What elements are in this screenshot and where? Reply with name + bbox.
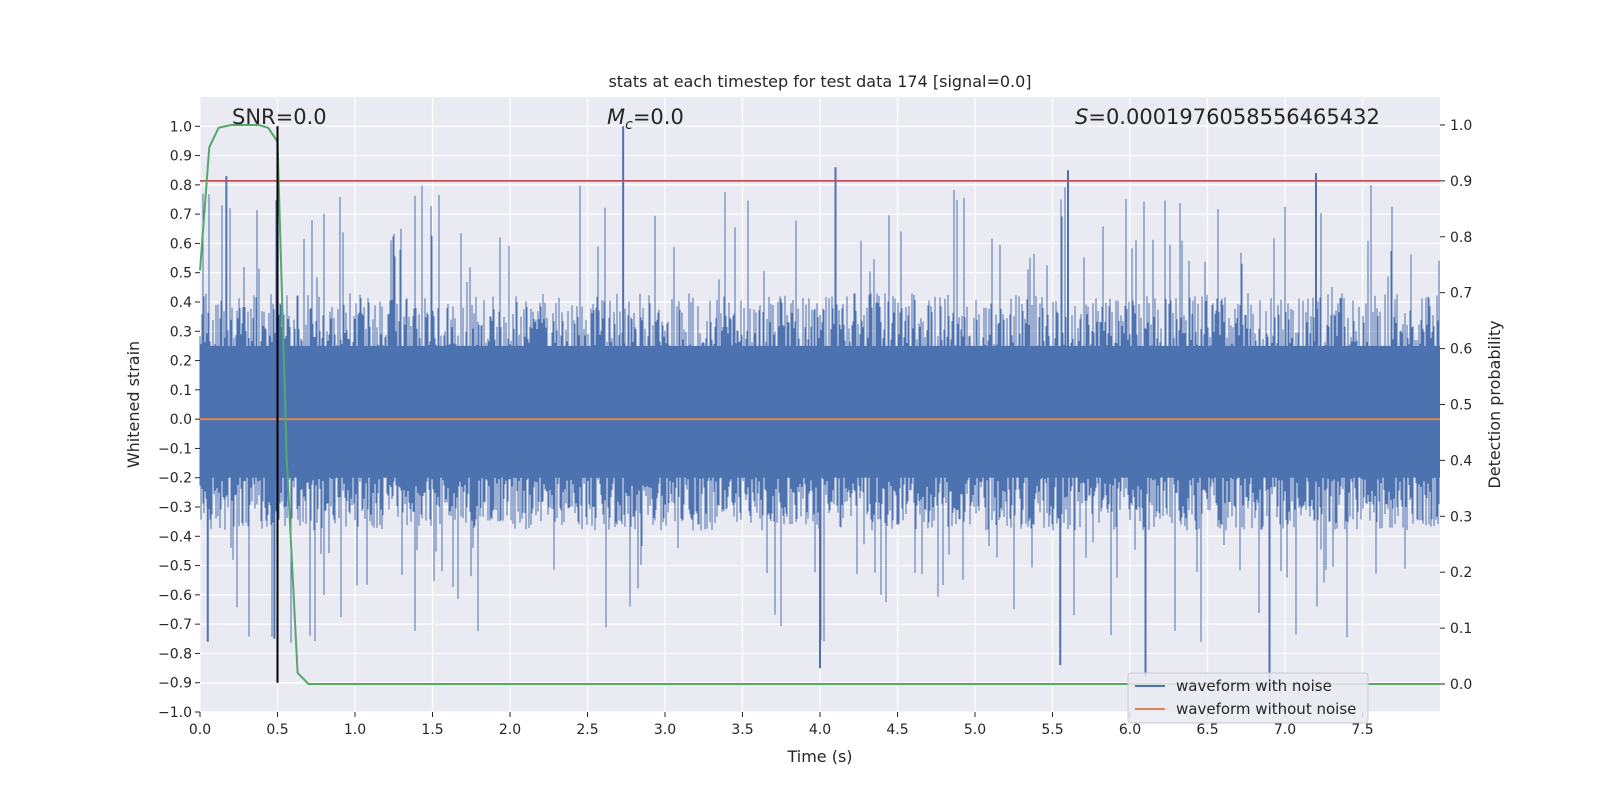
- y-tick-label: −0.8: [158, 646, 192, 662]
- y-tick-label: −0.3: [158, 500, 192, 516]
- mc-value: =0.0: [633, 105, 684, 129]
- x-tick-label: 5.5: [1041, 722, 1063, 738]
- y-right-axis-title: Detection probability: [1485, 320, 1504, 488]
- y-tick-label: 0.3: [170, 324, 192, 340]
- y-right-tick-label: 0.3: [1450, 509, 1472, 525]
- y-right-tick-label: 0.4: [1450, 453, 1472, 469]
- y-tick-label: 0.9: [170, 149, 192, 165]
- y-tick-label: 0.7: [170, 207, 192, 223]
- mc-annotation: Mc=0.0: [607, 105, 684, 133]
- series-lines: [199, 124, 1440, 685]
- x-tick-label: 4.5: [886, 722, 908, 738]
- y-right-tick-label: 0.7: [1450, 286, 1472, 302]
- x-tick-label: 0.5: [266, 722, 288, 738]
- axis-ticks: 0.0 0.5 1.0 1.5 2.0 2.5 3.0 3.5 4.0 4.5 5.0 5.5 6.0 6…: [158, 118, 1472, 738]
- y-right-tick-label: 0.9: [1450, 174, 1472, 190]
- x-tick-label: 5.0: [964, 722, 986, 738]
- y-tick-label: −0.9: [158, 676, 192, 692]
- y-tick-label: 1.0: [170, 119, 192, 135]
- x-tick-label: 4.0: [809, 722, 831, 738]
- y-tick-label: −0.1: [158, 441, 192, 457]
- x-tick-label: 0.0: [189, 722, 211, 738]
- x-tick-label: 7.0: [1274, 722, 1296, 738]
- x-tick-label: 6.5: [1196, 722, 1218, 738]
- chart-title: stats at each timestep for test data 174…: [608, 72, 1031, 91]
- snr-annotation: SNR=0.0: [232, 105, 327, 129]
- y-tick-label: −0.5: [158, 559, 192, 575]
- y-right-tick-label: 0.0: [1450, 677, 1472, 693]
- y-tick-label: −0.4: [158, 529, 192, 545]
- x-tick-label: 6.0: [1119, 722, 1141, 738]
- y-tick-label: −0.2: [158, 471, 192, 487]
- y-right-tick-label: 0.6: [1450, 342, 1472, 358]
- y-right-tick-label: 0.2: [1450, 565, 1472, 581]
- y-right-tick-label: 0.1: [1450, 621, 1472, 637]
- y-tick-label: 0.8: [170, 178, 192, 194]
- x-tick-label: 1.5: [421, 722, 443, 738]
- y-tick-label: 0.0: [170, 412, 192, 428]
- y-tick-label: −1.0: [158, 705, 192, 721]
- mc-subscript: c: [625, 117, 633, 133]
- x-tick-label: 2.0: [499, 722, 521, 738]
- legend: waveform with noise waveform without noi…: [1127, 672, 1369, 724]
- detection-probability-line: [199, 124, 1440, 685]
- y-tick-label: 0.5: [170, 266, 192, 282]
- x-tick-label: 2.5: [576, 722, 598, 738]
- x-tick-label: 3.5: [731, 722, 753, 738]
- series-waveform-with-noise: [199, 126, 1440, 683]
- y-tick-label: 0.4: [170, 295, 192, 311]
- y-tick-label: 0.6: [170, 236, 192, 252]
- s-symbol: S: [1075, 105, 1088, 129]
- y-right-tick-label: 1.0: [1450, 118, 1472, 134]
- y-tick-label: −0.6: [158, 588, 192, 604]
- s-value: =0.0001976058556465432: [1088, 105, 1380, 129]
- y-axis-title: Whitened strain: [124, 341, 143, 468]
- legend-label-waveform-without-noise: waveform without noise: [1176, 700, 1356, 718]
- y-tick-label: 0.2: [170, 354, 192, 370]
- x-tick-label: 7.5: [1351, 722, 1373, 738]
- x-tick-label: 3.0: [654, 722, 676, 738]
- y-tick-label: 0.1: [170, 383, 192, 399]
- y-right-tick-label: 0.5: [1450, 398, 1472, 414]
- mc-symbol: M: [607, 105, 625, 129]
- s-annotation: S=0.0001976058556465432: [1075, 105, 1380, 129]
- legend-label-waveform-with-noise: waveform with noise: [1176, 677, 1332, 695]
- y-right-tick-label: 0.8: [1450, 230, 1472, 246]
- x-axis-title: Time (s): [786, 747, 852, 766]
- x-tick-label: 1.0: [344, 722, 366, 738]
- legend-box: [1127, 672, 1369, 724]
- y-tick-label: −0.7: [158, 617, 192, 633]
